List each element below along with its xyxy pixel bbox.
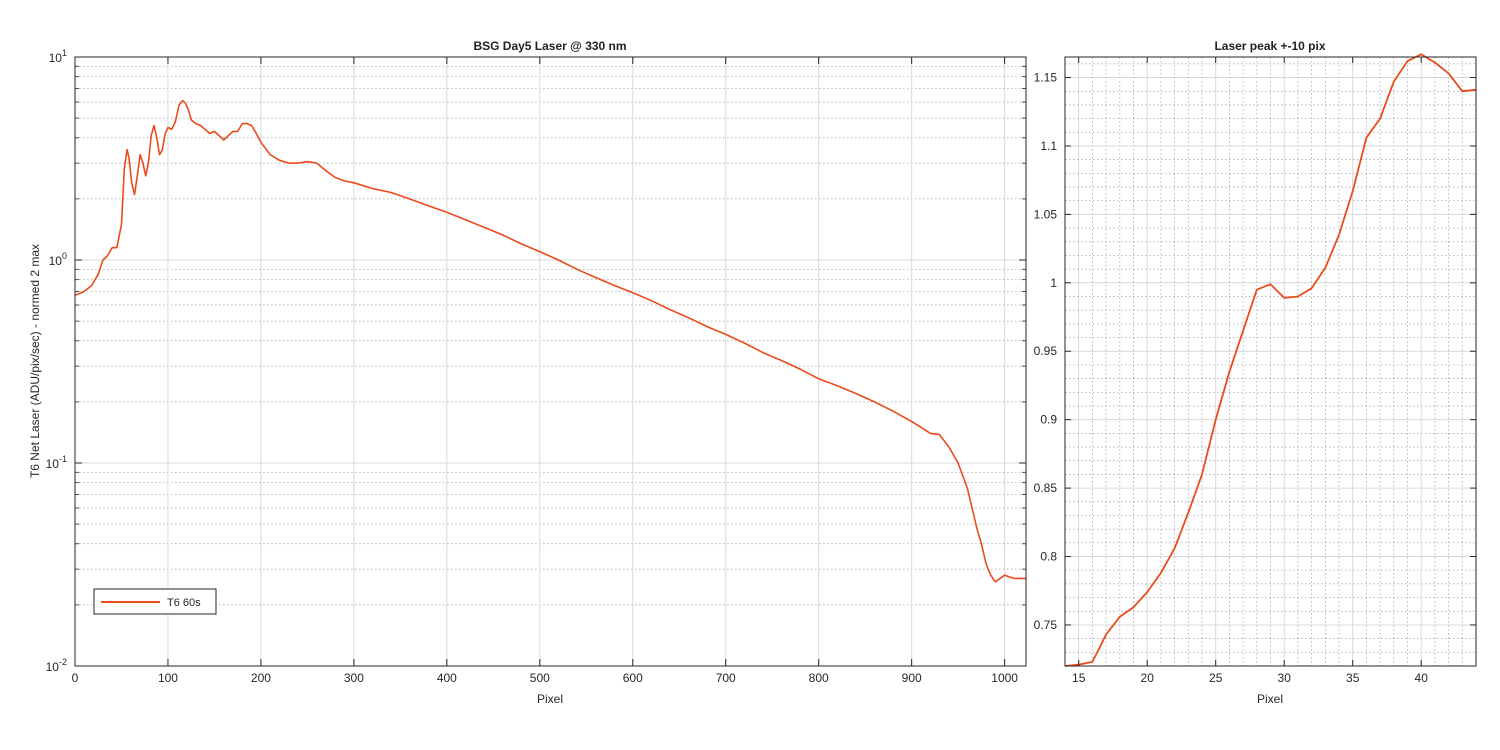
main-x-tick-label: 800 xyxy=(809,671,829,685)
zoom-grid xyxy=(1064,57,1477,667)
main-y-tick-label: 10-2 xyxy=(46,657,67,674)
main-series-line-t6-60s xyxy=(74,99,1026,583)
zoom-y-tick-label: 0.95 xyxy=(1034,344,1058,358)
zoom-y-tick-label: 0.75 xyxy=(1034,618,1058,632)
main-x-tick-label: 600 xyxy=(623,671,643,685)
main-x-tick-label: 400 xyxy=(437,671,457,685)
main-x-tick-label: 500 xyxy=(530,671,550,685)
zoom-chart-title: Laser peak +-10 pix xyxy=(1214,39,1325,53)
zoom-tick-marks xyxy=(1065,57,1476,666)
main-series-layer xyxy=(74,99,1026,583)
main-y-tick-label: 10-1 xyxy=(46,454,67,471)
main-x-axis-label: Pixel xyxy=(537,692,563,706)
zoom-y-tick-label: 1 xyxy=(1050,276,1057,290)
main-x-tick-label: 0 xyxy=(72,671,79,685)
zoom-x-tick-label: 40 xyxy=(1415,671,1429,685)
zoom-y-tick-labels: 0.75 0.8 0.85 0.9 0.95 1 1.05 1.1 1.15 xyxy=(1034,71,1058,632)
zoom-y-tick-label: 0.85 xyxy=(1034,481,1058,495)
zoom-y-tick-label: 1.1 xyxy=(1040,139,1057,153)
zoom-series-layer xyxy=(1064,53,1477,667)
zoom-y-tick-label: 0.9 xyxy=(1040,413,1057,427)
zoom-x-tick-label: 30 xyxy=(1278,671,1292,685)
zoom-y-tick-label: 0.8 xyxy=(1040,550,1057,564)
main-chart-title: BSG Day5 Laser @ 330 nm xyxy=(473,39,626,53)
zoom-y-tick-label: 1.05 xyxy=(1034,207,1058,221)
main-x-tick-label: 300 xyxy=(344,671,364,685)
legend-label-t6-60s: T6 60s xyxy=(167,597,201,609)
main-tick-marks xyxy=(74,56,1026,667)
main-y-tick-label: 101 xyxy=(49,48,67,65)
main-chart: 0 100 200 300 400 500 600 700 800 900 1000 10-210-… xyxy=(28,39,1027,706)
legend: T6 60s xyxy=(93,588,217,615)
main-plot-border xyxy=(74,56,1027,667)
main-x-tick-label: 700 xyxy=(716,671,736,685)
main-x-tick-labels: 0 100 200 300 400 500 600 700 800 900 1000 xyxy=(72,671,1019,685)
zoom-x-axis-label: Pixel xyxy=(1257,692,1283,706)
main-y-tick-label: 100 xyxy=(49,251,67,268)
main-y-axis-label: T6 Net Laser (ADU/pix/sec) - normed 2 ma… xyxy=(28,244,42,478)
zoom-x-tick-labels: 15 20 25 30 35 40 xyxy=(1072,671,1428,685)
main-x-tick-label: 1000 xyxy=(991,671,1018,685)
main-x-tick-label: 100 xyxy=(158,671,178,685)
main-y-tick-labels: 10-2 10-1 100 101 xyxy=(46,48,67,674)
zoom-x-tick-label: 20 xyxy=(1141,671,1155,685)
main-x-tick-label: 200 xyxy=(251,671,271,685)
zoom-chart: 15 20 25 30 35 40 0.75 0.8 0.85 0.9 0.95 1 1.05 1.1 1… xyxy=(1034,39,1477,706)
zoom-x-tick-label: 15 xyxy=(1072,671,1086,685)
main-plot-area xyxy=(75,57,1026,666)
zoom-plot-border xyxy=(1064,56,1477,667)
zoom-x-tick-label: 35 xyxy=(1346,671,1360,685)
main-x-tick-label: 900 xyxy=(902,671,922,685)
zoom-x-tick-label: 25 xyxy=(1209,671,1223,685)
zoom-series-line-t6-60s xyxy=(1064,53,1477,667)
zoom-y-tick-label: 1.15 xyxy=(1034,71,1058,85)
